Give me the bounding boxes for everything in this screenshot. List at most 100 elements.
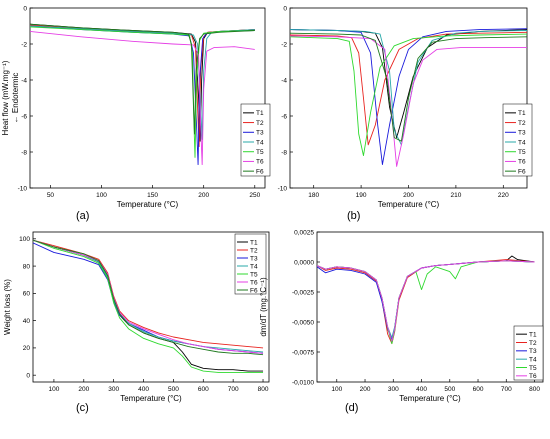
legend-label-t1: T1	[529, 331, 537, 338]
legend-label-t3: T3	[529, 348, 537, 355]
plot-frame	[316, 231, 544, 383]
series-line-t4	[30, 25, 255, 140]
x-tick-label: 300	[108, 386, 119, 393]
series-line-t6	[290, 35, 527, 167]
y-tick-label: -0,0050	[292, 319, 314, 326]
series-line-t4	[290, 29, 527, 146]
x-tick-label: 300	[388, 386, 399, 393]
y-tick-label: -8	[281, 149, 287, 156]
legend-label-t3: T3	[518, 130, 526, 137]
x-tick-label: 200	[198, 192, 209, 199]
y-tick-label: -4	[281, 77, 287, 84]
legend-box	[240, 103, 271, 177]
legend-label-t5: T5	[518, 149, 526, 156]
legend-label-t1: T1	[518, 110, 526, 117]
series-line-t2	[30, 24, 255, 148]
series-line-t6	[317, 260, 535, 342]
legend-box	[513, 325, 544, 381]
y-tick-label: -2	[281, 41, 287, 48]
legend-label-t6: T6	[529, 373, 537, 380]
x-axis-label: Temperature (°C)	[117, 200, 179, 209]
series-line-t4	[33, 239, 264, 353]
x-tick-label: 700	[501, 386, 512, 393]
series-line-t2	[317, 259, 535, 345]
panel-label-b: (b)	[347, 210, 360, 222]
x-tick-label: 600	[473, 386, 484, 393]
legend-label-t2: T2	[256, 120, 264, 127]
series-line-t5	[33, 239, 264, 373]
y-tick-label: 100	[19, 236, 30, 243]
legend-label-f6: F6	[250, 287, 258, 294]
series-group	[290, 28, 527, 167]
x-tick-label: 600	[198, 386, 209, 393]
series-line-t1	[290, 29, 527, 139]
y-tick-label: 0	[23, 5, 27, 12]
y-tick-label: -6	[281, 113, 287, 120]
plot-frame	[32, 231, 270, 383]
series-line-t3	[33, 242, 264, 354]
y-tick-label: 80	[23, 263, 31, 270]
legend-label-t2: T2	[250, 247, 258, 254]
y-tick-label: -0,0075	[292, 349, 314, 356]
x-tick-label: 800	[258, 386, 269, 393]
series-line-f6	[33, 239, 264, 356]
series-line-t3	[30, 25, 255, 166]
y-tick-label: -0,0025	[292, 289, 314, 296]
legend-label-t3: T3	[256, 130, 264, 137]
legend-box	[234, 233, 267, 295]
x-tick-label: 700	[228, 386, 239, 393]
series-line-f6	[290, 32, 527, 142]
x-tick-label: 100	[96, 192, 107, 199]
panel-d: 100 200 300 400 500 600 700 800 0,0025 0,0000 -0,0…	[259, 229, 544, 403]
x-tick-label: 250	[249, 192, 260, 199]
x-tick-label: 150	[147, 192, 158, 199]
legend-label-t4: T4	[529, 356, 537, 363]
x-axis-label: Temperature (°C)	[378, 200, 440, 209]
y-tick-label: -10	[18, 185, 28, 192]
y-tick-label: -6	[21, 113, 27, 120]
series-line-t1	[33, 239, 264, 372]
series-line-t2	[33, 239, 264, 349]
legend-label-t6: T6	[256, 159, 264, 166]
legend-label-t5: T5	[256, 149, 264, 156]
x-tick-label: 200	[78, 386, 89, 393]
panel-a: 50 100 150 200 250 0 -2 -4 -6 -8 -10 Temperature (°…	[1, 5, 271, 209]
series-line-f6	[30, 23, 255, 135]
x-tick-label: 500	[168, 386, 179, 393]
legend-label-t2: T2	[518, 120, 526, 127]
x-tick-label: 180	[308, 192, 319, 199]
x-tick-label: 220	[498, 192, 509, 199]
y-tick-label: 0,0025	[294, 229, 314, 236]
series-group	[33, 239, 264, 373]
series-line-t5	[290, 33, 527, 157]
x-tick-label: 50	[47, 192, 55, 199]
legend-box	[502, 103, 533, 177]
panel-label-a: (a)	[76, 210, 89, 222]
x-tick-label: 400	[138, 386, 149, 393]
legend-label-t3: T3	[250, 255, 258, 262]
series-line-t5	[317, 260, 535, 345]
x-tick-label: 200	[360, 386, 371, 393]
panel-c: 100 200 300 400 500 600 700 800 0 20 40 60 80 100 Temp…	[3, 231, 270, 403]
y-tick-label: 40	[23, 318, 31, 325]
y-tick-label: -0,0100	[292, 379, 314, 386]
y-tick-label: 0	[26, 372, 30, 379]
y-tick-label: -2	[21, 41, 27, 48]
series-line-t6	[30, 30, 255, 166]
x-axis-label: Temperature (°C)	[399, 394, 461, 403]
y-tick-label: 60	[23, 291, 31, 298]
y-axis-label: dm/dT (mg.°C⁻¹)	[259, 277, 268, 337]
series-line-t3	[317, 260, 535, 340]
x-tick-label: 190	[356, 192, 367, 199]
panel-b: 180 190 200 210 220 0 -2 -4 -6 -8 -10 Temperature (…	[278, 5, 533, 209]
x-tick-label: 400	[416, 386, 427, 393]
panel-label-c: (c)	[76, 402, 89, 414]
y-tick-label: 20	[23, 345, 31, 352]
series-line-t4	[317, 260, 535, 339]
y-axis-label: Heat flow (mW.mg⁻¹)	[1, 60, 10, 135]
x-tick-label: 100	[331, 386, 342, 393]
